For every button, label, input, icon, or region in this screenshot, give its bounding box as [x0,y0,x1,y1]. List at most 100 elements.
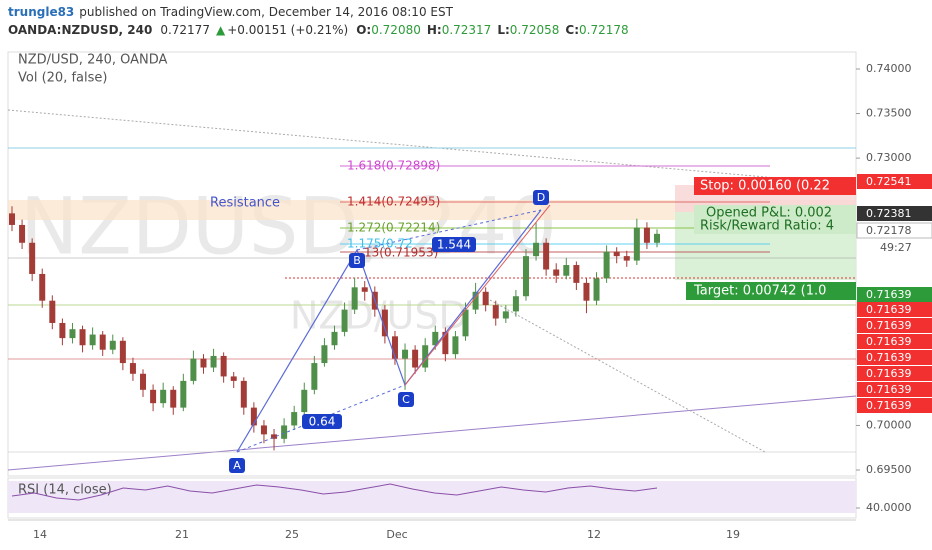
candle-body [150,389,157,404]
candle-body [654,233,660,243]
pane-title: NZD/USD, 240, OANDA [18,53,168,68]
price-tag [857,382,932,397]
candle-body [190,358,197,381]
target-price: 0.71639 [866,288,912,301]
time-label: 21 [175,528,189,541]
rsi-label: RSI (14, close) [18,483,112,498]
candle-body [29,242,36,274]
price-tag [857,366,932,381]
candle-body [230,376,237,381]
watermark-small: NZD/USD [290,294,468,338]
candle-body [119,340,126,364]
published: published on TradingView.com, December 1… [79,5,453,19]
price-tag [857,398,932,413]
point-label: A [233,459,241,472]
stacked-price: 0.71639 [866,303,912,316]
candle-body [633,227,640,261]
high: 0.72317 [442,23,492,37]
ratio-box [432,237,476,252]
rsi-band [8,481,856,513]
point-box [398,392,414,407]
candle-body [391,336,398,359]
watermark: NZDUSD, 240 [20,182,557,272]
candle-body [533,242,540,257]
point-label: B [353,254,361,267]
countdown: 49:27 [880,241,912,254]
candle-body [260,425,267,435]
candle-body [502,311,509,319]
fib-label: 1.272(0.72214) [347,221,440,235]
close-price: 0.72178 [866,224,912,237]
trend-line [489,299,766,453]
close-label: C: [565,23,579,37]
point-label: C [402,393,410,406]
stacked-price: 0.71639 [866,367,912,380]
candle-body [432,331,439,346]
candle-body [492,305,499,319]
time-label: Dec [386,528,407,541]
candle-body [442,331,449,355]
candle-body [129,363,136,374]
candle-body [140,373,147,390]
price-tag [856,222,932,239]
stacked-price: 0.71639 [866,319,912,332]
candle-body [99,334,106,350]
candle-body [351,287,358,310]
candle-body [583,282,590,301]
candle-body [59,322,66,339]
candle-body [39,273,46,301]
tick-label: 0.73000 [866,151,912,164]
candle-body [160,389,167,404]
pnl-box [694,205,856,234]
resistance-zone [8,200,856,220]
open-label: O: [356,23,371,37]
symbol: OANDA:NZDUSD, 240 [8,23,152,37]
candle-body [291,412,298,426]
candle-body [341,309,348,332]
candle-body [412,349,419,368]
time-label: 25 [285,528,299,541]
target-box [686,282,856,300]
candle-body [311,363,318,390]
candle-body [623,256,630,261]
candle-body [89,334,96,346]
last: 0.72177 [160,23,210,37]
trend-line [7,395,857,471]
ratio-box [302,414,342,429]
candle-body [240,380,247,408]
candle-body [9,213,15,225]
price-tag [857,206,932,221]
price-axis: 0.72541 0.72381 0.72178 49:27 0.71639 [856,174,932,302]
candle-body [402,349,409,359]
candle-body [170,389,177,408]
open: 0.72080 [371,23,421,37]
time-label: 12 [587,528,601,541]
arrow: ▲ [216,23,226,37]
candle-body [281,425,288,439]
candle-body [472,291,479,310]
user[interactable]: trungle83 [8,5,74,19]
price-tag [857,302,932,317]
last-price: 0.72381 [866,207,912,220]
candle-body [180,380,187,408]
point-label: D [537,191,545,204]
candle-body [271,434,278,439]
candle-body [301,389,308,413]
candle-body [452,336,459,355]
candle-body [643,227,650,243]
pnl-label: Opened P&L: 0.002 [706,206,832,221]
rr-label: Risk/Reward Ratio: 4 [700,219,834,234]
fib-label: 1.175(0.72 [347,237,413,251]
stacked-price: 0.71639 [866,335,912,348]
candle-body [522,256,529,297]
candle-body [210,355,217,368]
high-label: H: [427,23,442,37]
fib-label: 1.618(0.72898) [347,159,440,173]
candle-body [220,355,227,377]
volume-label: Vol (20, false) [18,71,107,86]
quote: OANDA:NZDUSD, 240 0.72177 ▲ +0.00151 (+0.21… [8,23,629,37]
header: trungle83 published on TradingView.com, D… [8,5,454,19]
low-label: L: [497,23,509,37]
candle-body [250,407,257,426]
